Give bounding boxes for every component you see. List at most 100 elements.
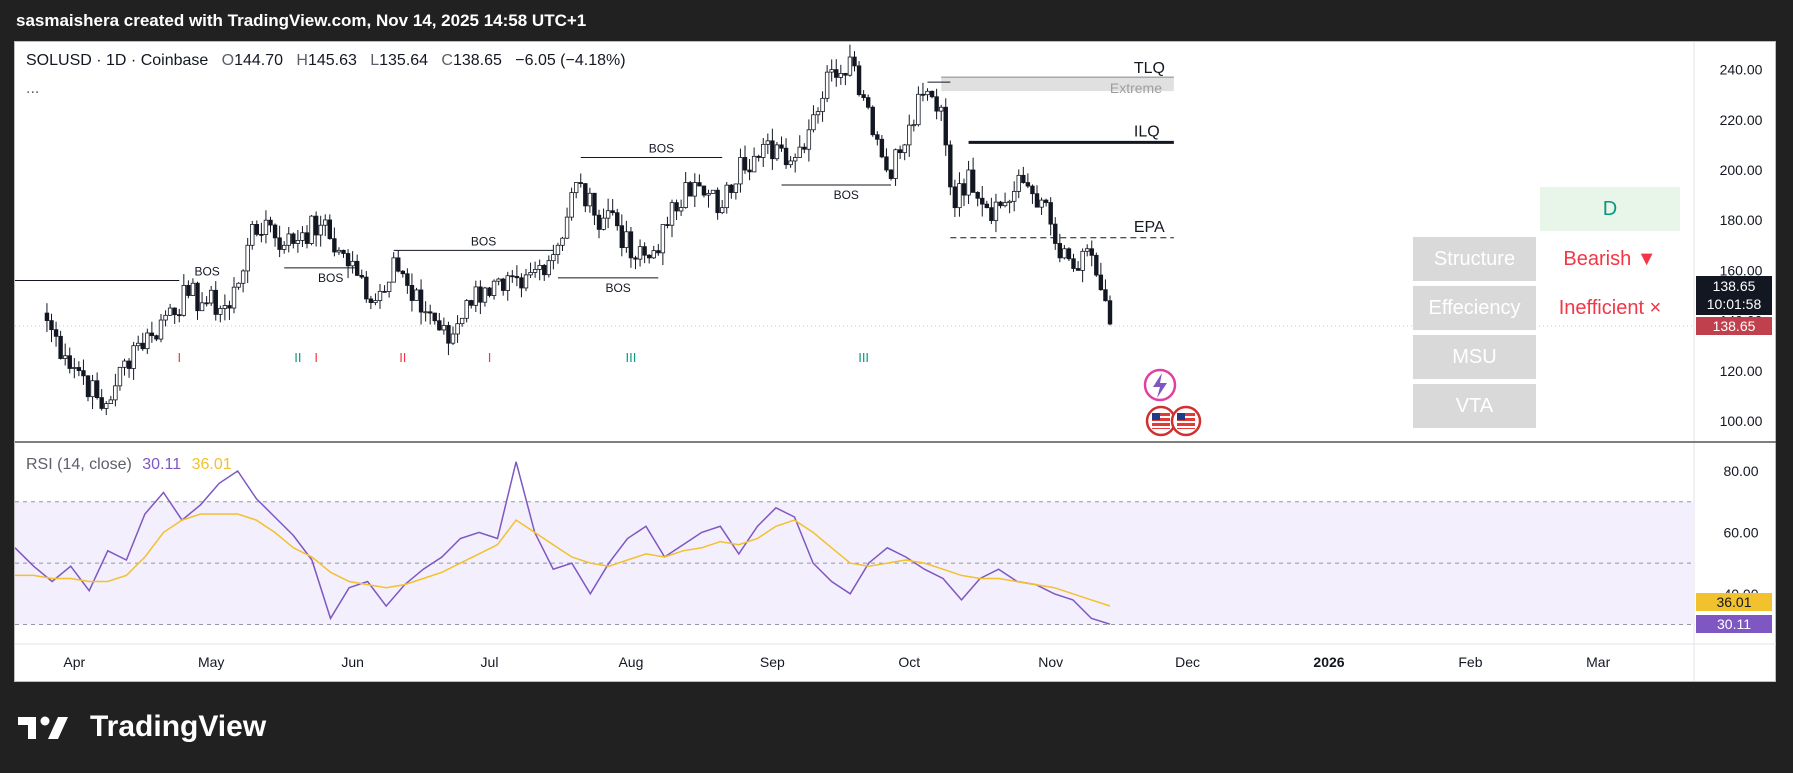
candle-body [710, 189, 716, 194]
candle-body [377, 290, 383, 301]
candle-body [779, 144, 784, 149]
time-tick-label: May [198, 654, 224, 670]
candle-body [925, 90, 930, 96]
candle-body [341, 249, 346, 254]
candle-body [916, 93, 921, 126]
candle-body [1057, 243, 1063, 259]
price-tick-label: 160.00 [1720, 262, 1763, 278]
high-label: H [296, 52, 308, 69]
candle-body [948, 144, 953, 188]
candle-body [58, 335, 63, 359]
rsi-ma-line [15, 513, 1111, 607]
symbol-legend[interactable]: SOLUSD · 1D · Coinbase O144.70 H145.63 L… [26, 52, 626, 70]
candle-body [1075, 268, 1081, 271]
candle-body [765, 140, 771, 145]
candle-body [897, 149, 903, 154]
candle-body [482, 287, 488, 303]
bos-label: BOS [318, 271, 343, 285]
candle-body [1094, 254, 1099, 276]
price-tick-label: 200.00 [1720, 162, 1763, 178]
candle-body [368, 298, 374, 303]
candle-body [592, 192, 597, 216]
candle-body [660, 224, 666, 254]
candle-body [327, 219, 333, 240]
candle-body [81, 370, 86, 377]
candle-body [619, 225, 625, 249]
candle-body [884, 156, 889, 171]
price-tick-label: 220.00 [1720, 112, 1763, 128]
us-flag-event-icon-2[interactable] [1170, 405, 1202, 437]
candle-body [551, 254, 556, 262]
rsi-tick-label: 60.00 [1723, 524, 1758, 540]
candle-body [277, 237, 282, 250]
bos-annotations: BOS BOS BOS BOS BOS BOS [15, 81, 951, 295]
candle-body [674, 202, 679, 212]
candle-body [911, 124, 917, 127]
candle-body [560, 237, 565, 246]
candle-body [542, 264, 547, 276]
price-tick-label: 100.00 [1720, 413, 1763, 429]
candle-body [573, 182, 579, 194]
candle-body [1016, 174, 1021, 192]
candle-body [1039, 199, 1044, 208]
time-tick-label: Aug [618, 654, 643, 670]
open-label: O [221, 52, 235, 69]
us-flag-event-icon[interactable] [1145, 405, 1177, 437]
candle-body [656, 250, 661, 254]
bos-label: BOS [649, 141, 674, 155]
candle-body [651, 250, 656, 259]
candle-body [1002, 202, 1008, 207]
candle-body [478, 286, 483, 303]
candle-body [783, 147, 789, 166]
tradingview-brand[interactable]: TradingView [18, 710, 266, 744]
candle-body [491, 280, 497, 296]
more-indicators-dots[interactable]: ... [26, 80, 40, 97]
candle-body [788, 160, 793, 166]
candle-body [236, 282, 241, 288]
candle-body [756, 155, 761, 158]
candle-body [409, 285, 415, 301]
candle-body [94, 380, 100, 398]
wave-marker: I [488, 350, 492, 365]
candle-body [1066, 248, 1072, 260]
candle-body [391, 257, 396, 283]
time-tick-label: Jun [341, 654, 364, 670]
candle-body [888, 169, 894, 179]
efficiency-label: Effeciency [1413, 286, 1536, 330]
candle-body [382, 290, 387, 293]
rsi-legend[interactable]: RSI (14, close) 30.11 36.01 [26, 456, 232, 474]
lightning-event-icon[interactable] [1143, 368, 1177, 402]
candle-body [432, 312, 437, 322]
candle-body [615, 212, 620, 227]
candle-body [856, 65, 862, 96]
candle-body [286, 233, 291, 246]
candle-body [190, 282, 196, 296]
epa-label: EPA [1134, 219, 1165, 236]
time-tick-label: Jul [481, 654, 499, 670]
open-value: 144.70 [234, 52, 284, 69]
candle-body [231, 286, 237, 309]
structure-value: Bearish ▼ [1563, 247, 1657, 270]
candle-body [624, 231, 629, 249]
candle-body [345, 253, 351, 267]
efficiency-value: Inefficient × [1558, 296, 1662, 319]
rsi-ma-value: 36.01 [191, 456, 232, 473]
candle-body [332, 238, 337, 253]
candle-body [245, 244, 250, 272]
candle-body [336, 249, 342, 253]
candle-body [1071, 258, 1076, 269]
candle-body [724, 184, 729, 209]
candle-body [770, 140, 775, 160]
change-value: −6.05 (−4.18%) [515, 52, 626, 69]
candle-body [537, 264, 542, 270]
close-value: 138.65 [452, 52, 502, 69]
candle-body [359, 275, 364, 278]
candle-body [975, 192, 980, 199]
close-label: C [441, 52, 453, 69]
candle-body [815, 111, 821, 116]
candle-body [715, 189, 720, 214]
candle-body [957, 183, 962, 209]
wave-marker: III [858, 350, 869, 365]
candle-body [213, 289, 218, 315]
